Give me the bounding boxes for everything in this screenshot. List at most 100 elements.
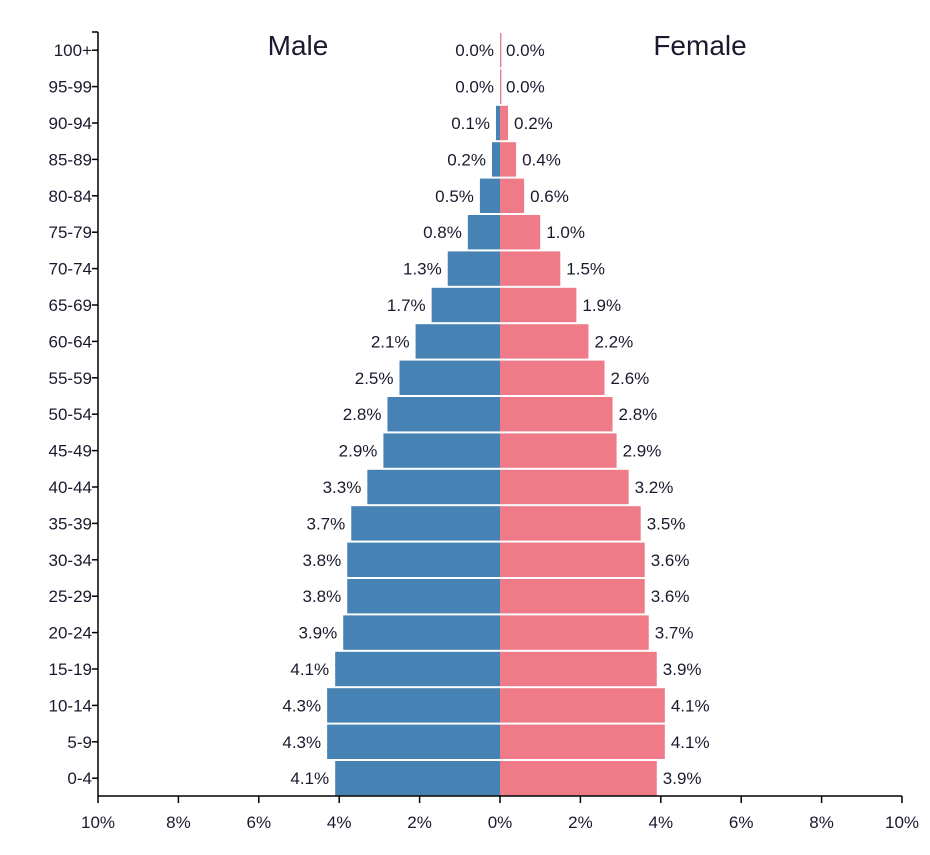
female-value-label-0-4: 3.9% — [663, 769, 702, 788]
female-value-label-35-39: 3.5% — [647, 514, 686, 533]
female-bar-45-49 — [500, 433, 617, 468]
value-labels-layer: 4.1% 3.9% 4.3% 4.1% 4.3% 4.1% 4.1% 3.9% 3.9% 3.7%… — [282, 41, 709, 788]
age-group-label-85-89: 85-89 — [49, 150, 92, 169]
male-value-label-10-14: 4.3% — [282, 696, 321, 715]
x-axis-tick-label-8: 6% — [729, 813, 754, 832]
male-value-label-80-84: 0.5% — [435, 187, 474, 206]
male-value-label-60-64: 2.1% — [371, 332, 410, 351]
male-value-label-50-54: 2.8% — [343, 405, 382, 424]
female-bar-90-94 — [500, 105, 509, 141]
male-value-label-95-99: 0.0% — [455, 78, 494, 97]
x-axis-tick-label-0: 10% — [81, 813, 115, 832]
female-value-label-70-74: 1.5% — [566, 260, 605, 279]
male-bar-10-14 — [327, 688, 500, 723]
male-value-label-30-34: 3.8% — [302, 551, 341, 570]
female-bar-35-39 — [500, 506, 641, 541]
male-value-label-40-44: 3.3% — [323, 478, 362, 497]
female-value-label-15-19: 3.9% — [663, 660, 702, 679]
axes-layer: 0-4 5-9 10-14 15-19 20-24 25-29 30-34 35-39 40-4… — [49, 31, 919, 832]
male-value-label-75-79: 0.8% — [423, 223, 462, 242]
female-bar-40-44 — [500, 469, 629, 505]
age-group-label-30-34: 30-34 — [49, 551, 92, 570]
age-group-label-80-84: 80-84 — [49, 187, 92, 206]
x-axis-tick-label-1: 8% — [166, 813, 191, 832]
age-group-label-75-79: 75-79 — [49, 223, 92, 242]
female-value-label-50-54: 2.8% — [619, 405, 658, 424]
male-value-label-0-4: 4.1% — [290, 769, 329, 788]
female-bar-0-4 — [500, 761, 657, 796]
male-bar-55-59 — [399, 360, 500, 395]
female-value-label-75-79: 1.0% — [546, 223, 585, 242]
male-bar-25-29 — [347, 579, 500, 614]
male-bar-65-69 — [431, 287, 500, 323]
age-group-label-90-94: 90-94 — [49, 114, 92, 133]
female-bar-5-9 — [500, 724, 665, 759]
age-group-label-100+: 100+ — [54, 41, 92, 60]
female-bar-65-69 — [500, 287, 577, 323]
x-axis-tick-label-4: 2% — [407, 813, 432, 832]
male-series-title: Male — [268, 30, 329, 61]
age-group-label-45-49: 45-49 — [49, 442, 92, 461]
female-bar-70-74 — [500, 251, 561, 286]
male-bar-75-79 — [467, 215, 500, 250]
female-value-label-5-9: 4.1% — [671, 733, 710, 752]
female-value-label-85-89: 0.4% — [522, 150, 561, 169]
age-group-label-50-54: 50-54 — [49, 405, 92, 424]
female-bar-85-89 — [500, 142, 517, 177]
female-bar-50-54 — [500, 397, 613, 432]
male-bar-30-34 — [347, 542, 500, 577]
age-group-label-40-44: 40-44 — [49, 478, 92, 497]
male-value-label-5-9: 4.3% — [282, 733, 321, 752]
age-group-label-10-14: 10-14 — [49, 696, 92, 715]
x-axis-tick-label-9: 8% — [809, 813, 834, 832]
male-value-label-100+: 0.0% — [455, 41, 494, 60]
female-value-label-80-84: 0.6% — [530, 187, 569, 206]
male-bar-60-64 — [415, 324, 500, 359]
female-value-label-25-29: 3.6% — [651, 587, 690, 606]
female-bar-60-64 — [500, 324, 589, 359]
male-bar-35-39 — [351, 506, 500, 541]
female-value-label-40-44: 3.2% — [635, 478, 674, 497]
female-bar-15-19 — [500, 651, 657, 687]
male-value-label-20-24: 3.9% — [298, 624, 337, 643]
female-bar-55-59 — [500, 360, 605, 395]
male-value-label-15-19: 4.1% — [290, 660, 329, 679]
male-bar-5-9 — [327, 724, 500, 759]
bars-layer — [327, 33, 665, 796]
female-value-label-95-99: 0.0% — [506, 78, 545, 97]
x-axis-tick-label-7: 4% — [649, 813, 674, 832]
series-titles: Male Female — [268, 30, 747, 61]
age-group-label-95-99: 95-99 — [49, 78, 92, 97]
age-group-label-15-19: 15-19 — [49, 660, 92, 679]
female-bar-75-79 — [500, 215, 541, 250]
male-value-label-85-89: 0.2% — [447, 150, 486, 169]
age-group-label-35-39: 35-39 — [49, 514, 92, 533]
x-axis-tick-label-3: 4% — [327, 813, 352, 832]
female-bar-20-24 — [500, 615, 649, 650]
male-bar-85-89 — [491, 142, 500, 177]
male-value-label-45-49: 2.9% — [339, 442, 378, 461]
female-value-label-45-49: 2.9% — [623, 442, 662, 461]
x-axis-tick-label-5: 0% — [488, 813, 513, 832]
female-value-label-10-14: 4.1% — [671, 696, 710, 715]
male-bar-45-49 — [383, 433, 500, 468]
female-bar-100+ — [500, 33, 502, 68]
female-value-label-100+: 0.0% — [506, 41, 545, 60]
female-bar-10-14 — [500, 688, 665, 723]
male-bar-15-19 — [335, 651, 500, 687]
male-value-label-65-69: 1.7% — [387, 296, 426, 315]
male-value-label-70-74: 1.3% — [403, 260, 442, 279]
male-bar-50-54 — [387, 397, 500, 432]
age-group-label-55-59: 55-59 — [49, 369, 92, 388]
x-axis-tick-label-2: 6% — [247, 813, 272, 832]
age-group-label-60-64: 60-64 — [49, 332, 92, 351]
female-bar-95-99 — [500, 69, 502, 104]
age-group-label-65-69: 65-69 — [49, 296, 92, 315]
male-value-label-35-39: 3.7% — [307, 514, 346, 533]
male-bar-0-4 — [335, 761, 500, 796]
female-value-label-30-34: 3.6% — [651, 551, 690, 570]
male-bar-80-84 — [479, 178, 500, 213]
female-value-label-90-94: 0.2% — [514, 114, 553, 133]
